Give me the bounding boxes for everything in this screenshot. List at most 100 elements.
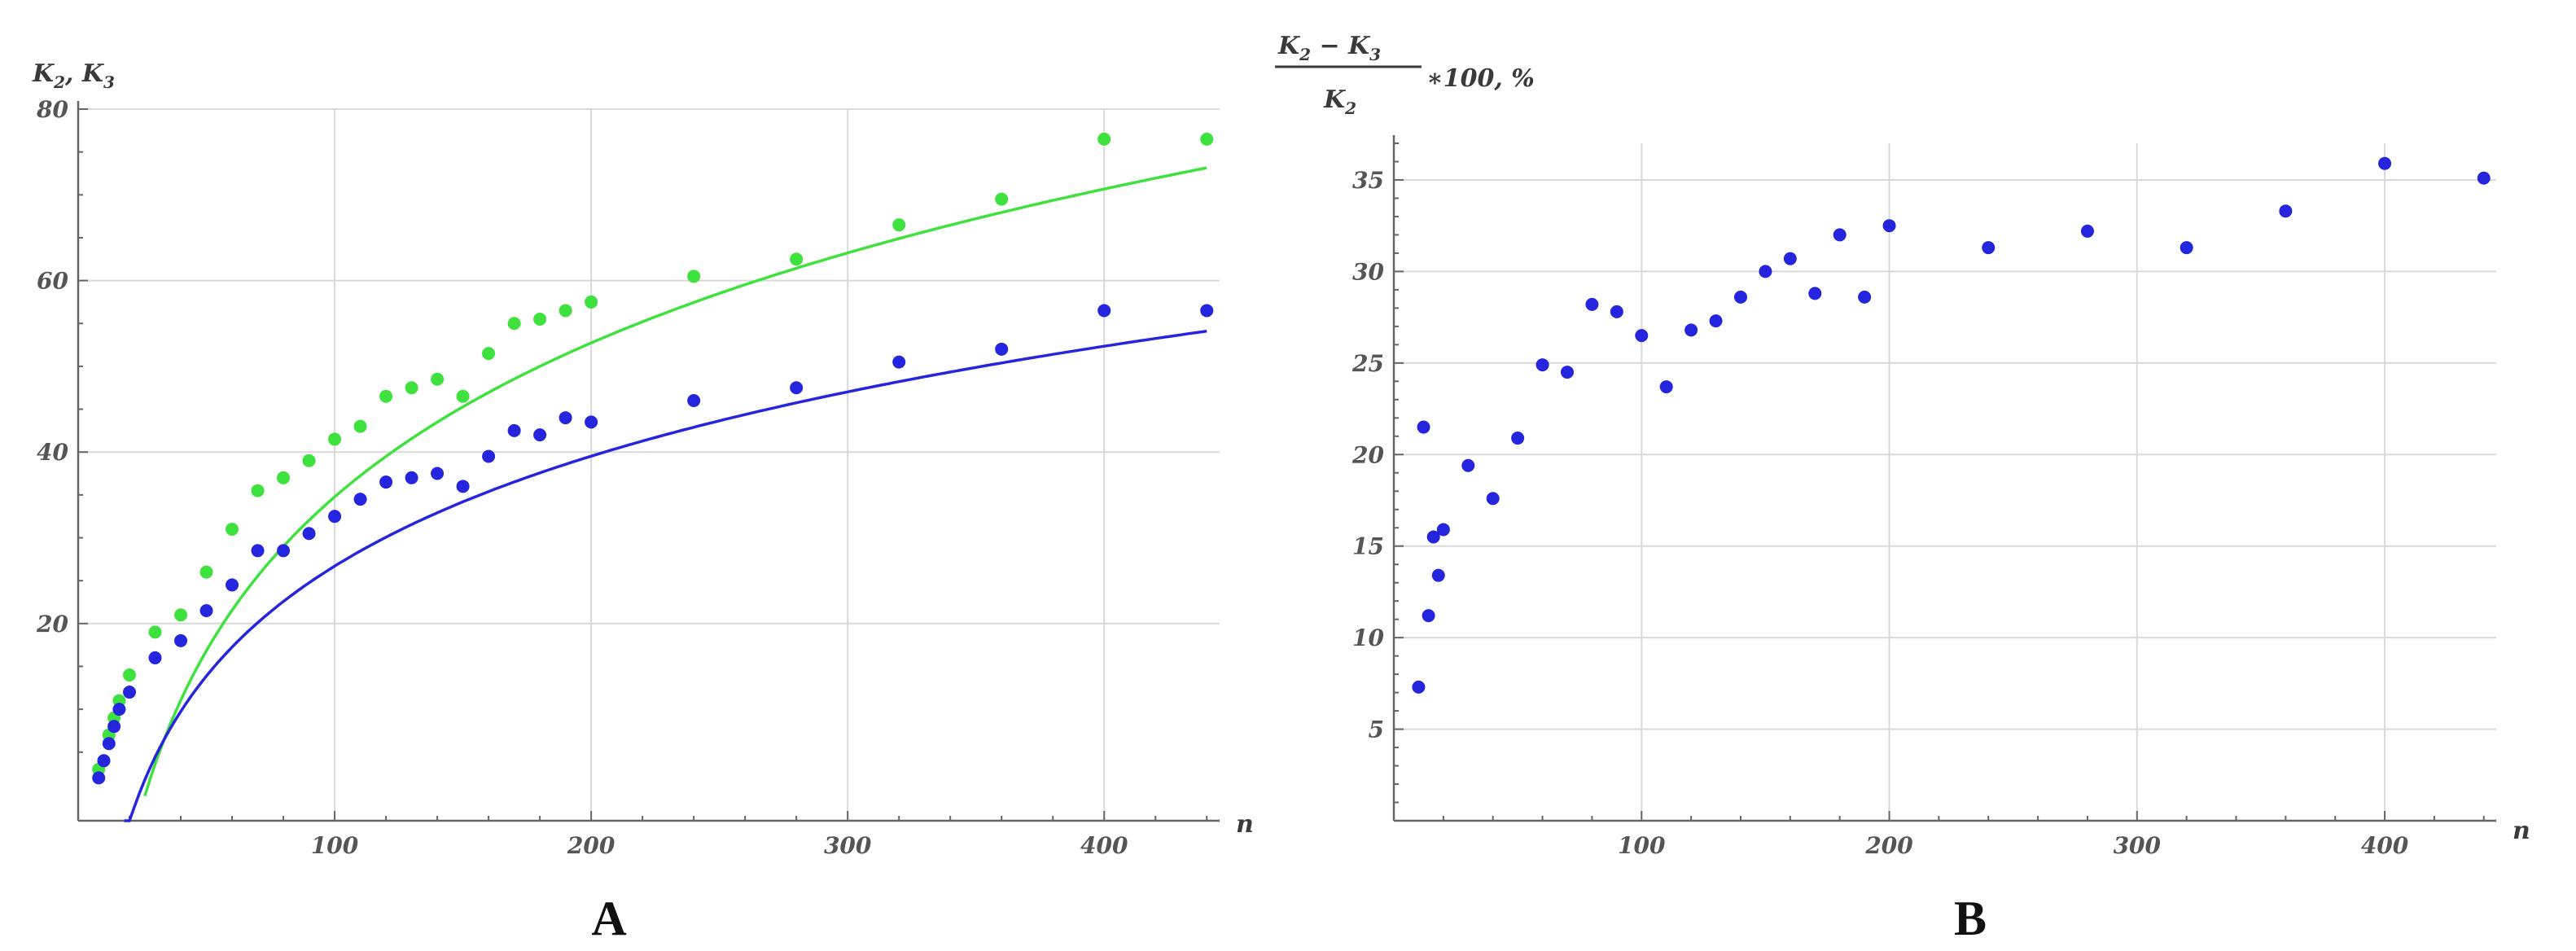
data-point-s0-1: [1417, 420, 1430, 434]
panel-a-label: A: [591, 892, 626, 945]
panel-a-axes: [77, 101, 1220, 822]
data-point-s1-15: [379, 476, 393, 489]
data-point-s1-6: [148, 651, 162, 664]
data-point-s0-16: [1709, 314, 1723, 328]
data-point-s0-12: [302, 454, 316, 467]
data-point-s0-27: [995, 192, 1009, 206]
panel-b-tick-labels: 100 200 300 400 5 10 15 20 25 30 35: [1352, 167, 2409, 859]
panel-b-y-axis-title: K2 − K3 K2 ∗100, %: [1275, 32, 1535, 118]
data-point-s0-19: [482, 347, 496, 361]
data-point-s1-9: [226, 578, 239, 592]
y-tick-label-10: 10: [1352, 625, 1384, 651]
data-point-s0-10: [1560, 366, 1574, 379]
data-point-s0-22: [559, 304, 572, 318]
svg-text:∗100, %: ∗100, %: [1426, 64, 1535, 93]
panel-a: 100 200 300 400 20 40 60 80 K2, K3 n A: [32, 59, 1254, 945]
data-point-s0-6: [148, 625, 162, 639]
data-point-s0-21: [1833, 228, 1847, 242]
data-point-s0-28: [2378, 156, 2392, 170]
data-point-s0-11: [277, 471, 291, 484]
y-tick-label-35: 35: [1352, 167, 1384, 194]
data-point-s0-2: [1422, 609, 1435, 623]
data-point-s1-10: [251, 544, 265, 558]
panel-a-grid: [78, 108, 1220, 821]
data-point-s0-19: [1783, 252, 1797, 265]
data-point-s0-17: [1733, 290, 1747, 304]
data-point-s1-18: [456, 480, 470, 493]
panel-b-label: B: [1954, 892, 1987, 945]
panel-a-tick-labels: 100 200 300 400 20 40 60 80: [36, 96, 1128, 859]
data-point-s0-12: [1610, 305, 1623, 318]
data-point-s0-25: [790, 252, 804, 266]
data-point-s0-25: [2080, 224, 2094, 238]
y-tick-label-20: 20: [1352, 441, 1384, 468]
data-point-s0-15: [1684, 323, 1698, 337]
data-point-s0-17: [431, 372, 445, 386]
panel-b: 100 200 300 400 5 10 15 20 25 30 35 K2 − K3 K2 ∗10…: [1275, 32, 2530, 945]
data-point-s0-5: [123, 668, 137, 681]
data-point-s1-23: [585, 415, 598, 429]
data-point-s0-0: [1412, 680, 1426, 694]
data-point-s1-24: [687, 394, 701, 408]
data-point-s0-24: [687, 270, 701, 283]
data-point-s0-9: [226, 522, 239, 536]
data-point-s1-21: [533, 428, 547, 442]
data-point-s1-7: [174, 633, 188, 647]
data-point-s1-19: [482, 449, 496, 463]
y-tick-label-15: 15: [1352, 533, 1384, 560]
panel-a-x-axis-title: n: [1236, 810, 1254, 839]
fit-curve-0: [143, 166, 1207, 797]
panel-a-data-points: [92, 132, 1214, 785]
data-point-s0-5: [1436, 523, 1450, 537]
data-point-s0-11: [1585, 297, 1599, 311]
y-tick-label-40: 40: [37, 439, 68, 466]
data-point-s1-3: [107, 720, 121, 734]
panel-b-x-axis-title: n: [2512, 817, 2530, 845]
data-point-s1-22: [559, 411, 572, 425]
data-point-s1-17: [431, 467, 445, 480]
data-point-s1-4: [112, 703, 126, 717]
data-point-s1-16: [405, 471, 418, 484]
data-point-s0-14: [1659, 380, 1673, 394]
data-point-s0-16: [405, 381, 418, 395]
data-point-s0-24: [1982, 241, 1996, 255]
data-point-s0-20: [1808, 287, 1822, 300]
data-point-s0-10: [251, 484, 265, 497]
data-point-s0-27: [2279, 204, 2293, 218]
y-tick-label-20: 20: [36, 611, 68, 638]
data-point-s0-18: [1759, 265, 1772, 278]
data-point-s1-12: [302, 527, 316, 541]
data-point-s0-23: [1882, 219, 1896, 233]
data-point-s0-26: [2180, 241, 2193, 255]
svg-text:K2 − K3: K2 − K3: [1277, 32, 1381, 64]
data-point-s1-14: [353, 493, 367, 506]
data-point-s0-3: [1426, 530, 1440, 544]
x-tick-label-100: 100: [1618, 832, 1666, 859]
data-point-s1-1: [97, 754, 111, 768]
data-point-s1-13: [328, 510, 342, 524]
x-tick-label-400: 400: [2361, 832, 2409, 859]
y-tick-label-30: 30: [1352, 258, 1384, 285]
y-tick-label-60: 60: [37, 268, 68, 295]
x-tick-label-400: 400: [1080, 832, 1128, 859]
data-point-s1-0: [92, 771, 106, 785]
x-tick-label-300: 300: [824, 832, 872, 859]
panel-b-data-points: [1412, 156, 2491, 694]
fit-curve-1: [124, 329, 1207, 822]
data-point-s1-26: [892, 355, 906, 369]
data-point-s0-29: [1200, 132, 1214, 146]
data-point-s1-29: [1200, 304, 1214, 318]
data-point-s0-18: [456, 389, 470, 403]
data-point-s0-4: [1431, 568, 1445, 582]
data-point-s0-20: [507, 317, 521, 331]
panel-a-y-axis-title: K2, K3: [32, 59, 115, 92]
data-point-s1-28: [1097, 304, 1111, 318]
data-point-s1-5: [123, 686, 137, 699]
panel-b-grid: [1394, 143, 2496, 821]
x-tick-label-300: 300: [2114, 832, 2162, 859]
data-point-s0-28: [1097, 132, 1111, 146]
data-point-s0-9: [1536, 358, 1549, 372]
data-point-s0-8: [199, 565, 213, 579]
y-tick-label-5: 5: [1369, 717, 1384, 743]
